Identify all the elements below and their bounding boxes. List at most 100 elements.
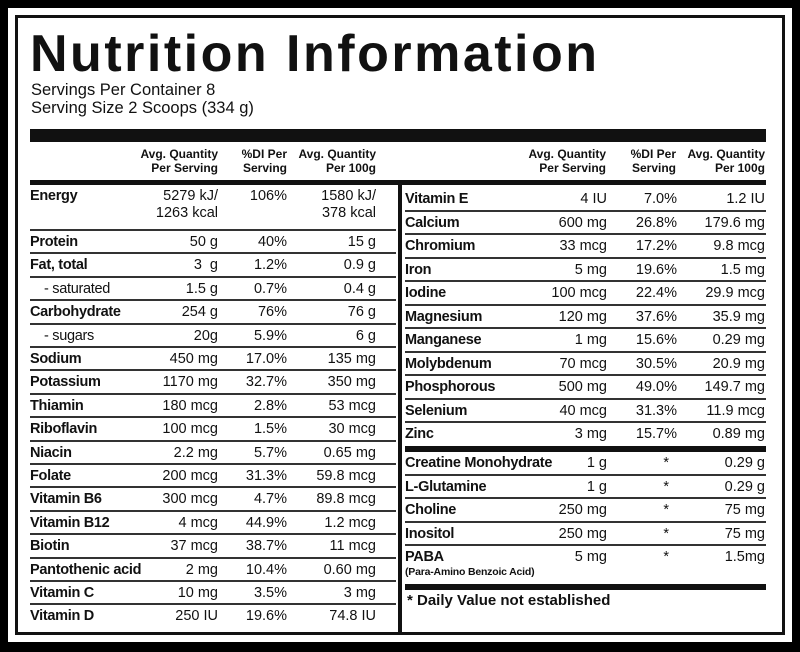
footnote: * Daily Value not established xyxy=(407,592,611,609)
daily-intake-percent: 10.4% xyxy=(245,561,287,578)
footnote-rule xyxy=(405,584,766,590)
nutrient-label: Thiamin xyxy=(30,397,84,414)
daily-intake-percent: 0.7% xyxy=(253,280,287,297)
table-row: Pantothenic acid 2 mg 10.4% 0.60 mg xyxy=(30,559,396,582)
table-row: Creatine Monohydrate 1 g * 0.29 g xyxy=(405,452,766,476)
qty-per-serving: 20g xyxy=(193,327,218,344)
daily-intake-percent: 7.0% xyxy=(643,191,677,207)
nutrient-name: Chromium xyxy=(405,235,475,255)
nutrient-name: Niacin xyxy=(30,442,72,462)
header-rule-right xyxy=(400,180,766,185)
daily-intake-percent: 5.7% xyxy=(253,444,287,461)
table-row: Zinc 3 mg 15.7% 0.89 mg xyxy=(405,423,766,447)
qty-per-serving: 100 mcg xyxy=(162,421,218,438)
qty-per-serving: 450 mg xyxy=(169,351,218,367)
qty-per-100g: 1.2 mcg xyxy=(324,514,376,531)
qty-per-100g: 3 mg xyxy=(343,585,376,601)
header-per-100g-left: Avg. Quantity Per 100g xyxy=(298,147,376,175)
nutrient-label: Potassium xyxy=(30,374,101,391)
qty-per-100g: 0.9 g xyxy=(343,257,376,274)
nutrient-name: Vitamin D xyxy=(30,605,94,625)
nutrient-label: Chromium xyxy=(405,238,476,254)
qty-per-100g: 135 mg xyxy=(327,351,376,367)
nutrient-name: Selenium xyxy=(405,400,467,420)
qty-per-serving: 2 mg xyxy=(185,561,218,578)
daily-intake-percent: 19.6% xyxy=(635,261,677,278)
nutrient-note: (Para-Amino Benzoic Acid) xyxy=(405,566,535,578)
nutrient-label: Inositol xyxy=(405,525,455,542)
daily-intake-percent: * xyxy=(663,478,669,495)
daily-intake-percent: * xyxy=(663,525,669,542)
table-row: Vitamin D 250 IU 19.6% 74.8 IU xyxy=(30,605,396,628)
qty-per-100g: 0.4 g xyxy=(343,280,376,297)
nutrient-name: PABA (Para-Amino Benzoic Acid) xyxy=(405,546,535,578)
nutrient-name: Manganese xyxy=(405,329,482,349)
nutrient-label: Vitamin C xyxy=(30,585,94,601)
servings-per-container: Servings Per Container 8 xyxy=(31,81,216,99)
daily-intake-percent: * xyxy=(663,502,669,518)
header-line: Avg. Quantity xyxy=(687,147,765,161)
nutrient-label: - sugars xyxy=(44,327,94,344)
nutrient-name: Iron xyxy=(405,259,431,279)
serving-size: Serving Size 2 Scoops (334 g) xyxy=(31,99,254,117)
nutrient-name: Phosphorous xyxy=(405,376,495,396)
header-per-serving-right: Avg. Quantity Per Serving xyxy=(528,147,606,175)
daily-intake-percent: 1.2% xyxy=(253,257,287,274)
nutrient-label: L-Glutamine xyxy=(405,478,487,495)
daily-intake-percent: 76% xyxy=(257,304,287,321)
nutrient-label: Iron xyxy=(405,261,432,278)
nutrient-label: Biotin xyxy=(30,538,70,555)
qty-per-serving: 1 g xyxy=(586,455,607,471)
qty-per-100g: 11.9 mcg xyxy=(706,402,765,419)
nutrient-label: Riboflavin xyxy=(30,421,98,438)
nutrient-name: - saturated xyxy=(30,278,110,298)
nutrient-name: Magnesium xyxy=(405,306,482,326)
table-row: Biotin 37 mcg 38.7% 11 mcg xyxy=(30,535,396,559)
nutrient-label: Pantothenic acid xyxy=(30,561,142,578)
daily-intake-percent: 4.7% xyxy=(253,491,287,508)
qty-per-serving: 200 mcg xyxy=(162,468,218,484)
qty-per-serving: 600 mg xyxy=(558,214,607,231)
header-line: Serving xyxy=(242,161,287,175)
daily-intake-percent: 49.0% xyxy=(635,379,677,395)
qty-per-serving: 1 g xyxy=(586,478,607,495)
nutrient-label: Vitamin E xyxy=(405,191,469,207)
qty-per-100g: 30 mcg xyxy=(328,421,376,438)
nutrient-name: Vitamin B12 xyxy=(30,512,110,532)
qty-per-100g: 59.8 mcg xyxy=(316,468,376,484)
table-row: Riboflavin 100 mcg 1.5% 30 mcg xyxy=(30,418,396,442)
qty-per-100g: 0.29 g xyxy=(724,455,765,471)
label-frame xyxy=(15,15,785,635)
qty-per-serving: 180 mcg xyxy=(162,397,218,414)
table-row: Energy 5279 kJ/ 1263 kcal 106% 1580 kJ/ 378… xyxy=(30,185,396,231)
daily-intake-percent: 31.3% xyxy=(245,468,287,484)
daily-intake-percent: 2.8% xyxy=(253,397,287,414)
daily-intake-percent: 15.7% xyxy=(635,426,677,442)
nutrient-label: Calcium xyxy=(405,214,460,231)
table-row: Chromium 33 mcg 17.2% 9.8 mcg xyxy=(405,235,766,259)
header-per-100g-right: Avg. Quantity Per 100g xyxy=(687,147,765,175)
daily-intake-percent: 30.5% xyxy=(635,355,677,372)
table-row: Niacin 2.2 mg 5.7% 0.65 mg xyxy=(30,442,396,465)
table-row: Vitamin B12 4 mcg 44.9% 1.2 mcg xyxy=(30,512,396,536)
daily-intake-percent: 17.0% xyxy=(245,351,287,367)
qty-per-serving: 50 g xyxy=(189,234,218,250)
top-rule xyxy=(30,129,766,142)
header-line: Avg. Quantity xyxy=(140,147,218,161)
qty-per-serving: 10 mg xyxy=(177,585,218,601)
nutrient-name: Pantothenic acid xyxy=(30,559,142,579)
qty-per-serving: 1 mg xyxy=(574,332,607,348)
header-line: Per 100g xyxy=(714,161,765,175)
nutrient-label: Manganese xyxy=(405,332,482,348)
qty-per-serving: 3 mg xyxy=(574,426,607,442)
nutrient-name: Sodium xyxy=(30,348,82,368)
daily-intake-percent: 3.5% xyxy=(253,585,287,601)
nutrient-name: Carbohydrate xyxy=(30,301,121,321)
daily-intake-percent: 40% xyxy=(257,234,287,250)
table-row: Calcium 600 mg 26.8% 179.6 mg xyxy=(405,212,766,235)
nutrient-label: Energy xyxy=(30,188,78,204)
nutrient-name: Iodine xyxy=(405,282,446,302)
qty-per-serving: 4 mcg xyxy=(178,514,219,531)
nutrient-name: Fat, total xyxy=(30,254,88,274)
qty-per-100g: 1.5mg xyxy=(724,549,765,565)
